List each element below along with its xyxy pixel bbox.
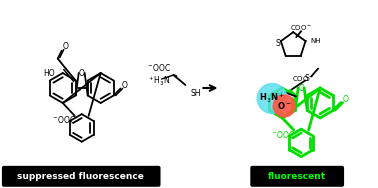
Text: COO$^-$: COO$^-$ <box>290 23 313 32</box>
Text: HO: HO <box>43 69 55 77</box>
Text: $^-$OOC: $^-$OOC <box>51 114 77 125</box>
Text: S: S <box>276 39 280 48</box>
Text: SH: SH <box>190 89 201 98</box>
Text: $^+$H$_3$N: $^+$H$_3$N <box>147 74 170 88</box>
Text: O: O <box>63 42 69 51</box>
Text: suppressed fluorescence: suppressed fluorescence <box>17 172 144 181</box>
FancyBboxPatch shape <box>2 166 161 187</box>
Text: NH: NH <box>310 38 321 44</box>
Text: fluorescent: fluorescent <box>268 172 326 181</box>
Text: H$_3$N$^+$: H$_3$N$^+$ <box>259 92 285 105</box>
Text: O$^-$: O$^-$ <box>277 100 291 111</box>
Text: COO$^-$: COO$^-$ <box>292 74 314 83</box>
Text: S: S <box>305 74 310 83</box>
Circle shape <box>273 95 295 117</box>
Text: O: O <box>298 83 304 92</box>
Circle shape <box>257 83 287 113</box>
Text: O: O <box>122 81 127 90</box>
FancyBboxPatch shape <box>250 166 344 187</box>
Text: $^-$OOC: $^-$OOC <box>270 129 296 140</box>
Text: $^-$OOC: $^-$OOC <box>146 61 172 73</box>
Text: O: O <box>342 95 348 104</box>
Text: O: O <box>79 69 85 77</box>
